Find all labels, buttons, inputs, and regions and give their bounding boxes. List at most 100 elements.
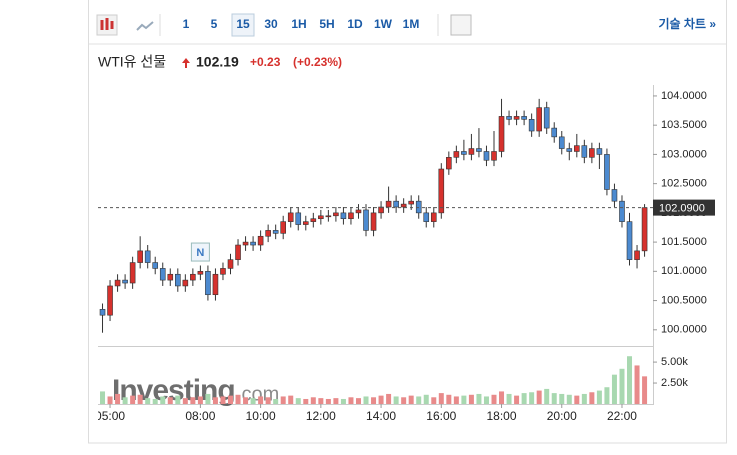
volume-bar xyxy=(378,395,384,404)
candle-body xyxy=(536,107,542,132)
candle-body xyxy=(197,271,204,275)
volume-bar xyxy=(152,398,158,404)
volume-bar xyxy=(137,394,143,404)
candle-body xyxy=(468,148,475,155)
candle-body xyxy=(318,215,324,220)
volume-bar xyxy=(529,392,535,404)
last-price-label: 102.0900 xyxy=(659,203,705,215)
up-arrow xyxy=(182,58,190,68)
candle-body xyxy=(370,212,377,231)
candle-body xyxy=(99,309,106,316)
interval-button[interactable]: 30 xyxy=(264,17,278,31)
candle-body xyxy=(408,200,414,205)
candle-body xyxy=(581,145,588,158)
volume-bar xyxy=(167,397,173,404)
volume-bar xyxy=(446,394,452,404)
y-tick-label: 102.5000 xyxy=(661,178,707,190)
volume-bar xyxy=(604,387,610,404)
y-tick-label: 100.5000 xyxy=(661,294,707,306)
volume-bar xyxy=(258,396,264,404)
price-change-percent: (+0.23%) xyxy=(293,55,342,69)
candle-body xyxy=(626,221,633,260)
volume-bar xyxy=(363,396,369,404)
interval-button[interactable]: 15 xyxy=(236,17,250,31)
x-tick-label: 10:00 xyxy=(246,409,276,423)
interval-button[interactable]: 5 xyxy=(211,17,218,31)
volume-bar xyxy=(288,395,294,404)
watermark-suffix: .com xyxy=(236,383,279,405)
indicator-icon[interactable] xyxy=(450,14,472,36)
volume-bar xyxy=(514,395,520,404)
last-price-tag xyxy=(653,199,715,216)
volume-bar xyxy=(280,396,286,404)
volume-bar xyxy=(310,397,316,404)
volume-bar xyxy=(371,397,377,404)
interval-button[interactable]: 1 xyxy=(183,17,190,31)
candle-body xyxy=(551,127,558,138)
candle-body xyxy=(265,230,271,237)
candle-body xyxy=(506,116,512,120)
volume-bar xyxy=(250,398,256,404)
volume-bar xyxy=(235,394,241,404)
volume-bar xyxy=(212,397,218,404)
candle-icon-glyph xyxy=(100,18,114,30)
selected-interval xyxy=(231,13,255,37)
volume-bar xyxy=(408,395,414,404)
volume-bar xyxy=(393,396,399,404)
quote-header: WTI유 선물 102.19 +0.23 (+0.23%) xyxy=(98,54,342,70)
volume-bar xyxy=(401,397,407,404)
volume-bar xyxy=(499,391,505,404)
volume-bar xyxy=(115,393,121,404)
volume-bar xyxy=(130,395,136,404)
candle-body xyxy=(400,203,407,208)
volume-bar xyxy=(506,393,512,404)
volume-bar xyxy=(228,395,234,404)
interval-button[interactable]: 1W xyxy=(374,17,393,31)
candle-body xyxy=(175,273,181,287)
annotation-marker[interactable] xyxy=(190,242,210,262)
interval-button[interactable]: 1D xyxy=(347,17,363,31)
volume-bar xyxy=(107,396,113,404)
volume-bar xyxy=(243,397,249,404)
x-tick-label: 14:00 xyxy=(366,409,396,423)
volume-bar xyxy=(619,368,625,404)
line-icon[interactable] xyxy=(136,21,154,31)
volume-bar xyxy=(596,390,602,404)
x-tick-label: 12:00 xyxy=(306,409,336,423)
volume-bar xyxy=(355,398,361,404)
candle-body xyxy=(159,268,166,281)
volume-bar xyxy=(175,395,181,404)
candle-body xyxy=(355,209,362,214)
toolbar: 1 5 15 30 1H 5H 1D 1W 1M 기술 차트 » xyxy=(89,13,726,45)
interval-button[interactable]: 5H xyxy=(319,17,334,31)
volume-bar xyxy=(627,356,633,404)
volume-bar xyxy=(589,392,595,404)
advanced-chart-link[interactable]: 기술 차트 » xyxy=(658,16,716,31)
candle-body xyxy=(446,157,452,170)
candle-body xyxy=(129,262,136,284)
candle-body xyxy=(558,136,565,149)
candle-body xyxy=(220,268,226,275)
candle-body xyxy=(212,273,219,296)
candle-body xyxy=(566,148,573,152)
volume-bar xyxy=(461,395,467,404)
y-tick-label: 100.0000 xyxy=(661,324,707,336)
volume-bar xyxy=(438,393,444,404)
candle-body xyxy=(167,273,174,281)
volume-bar xyxy=(416,396,422,404)
interval-button[interactable]: 1M xyxy=(403,17,420,31)
candle-body xyxy=(122,279,128,284)
volume-bar xyxy=(220,396,226,404)
candle-body xyxy=(483,151,490,161)
volume-bar xyxy=(423,394,429,404)
candle-body xyxy=(325,215,332,218)
candle-body xyxy=(453,151,460,158)
x-tick-label: 05:00 xyxy=(95,409,125,423)
volume-bar xyxy=(551,393,557,404)
candle-body xyxy=(619,200,625,222)
candle-body xyxy=(498,116,505,152)
candle-body xyxy=(190,273,196,281)
candle-body xyxy=(438,168,445,214)
interval-button[interactable]: 1H xyxy=(291,17,306,31)
candle-body xyxy=(235,244,241,260)
